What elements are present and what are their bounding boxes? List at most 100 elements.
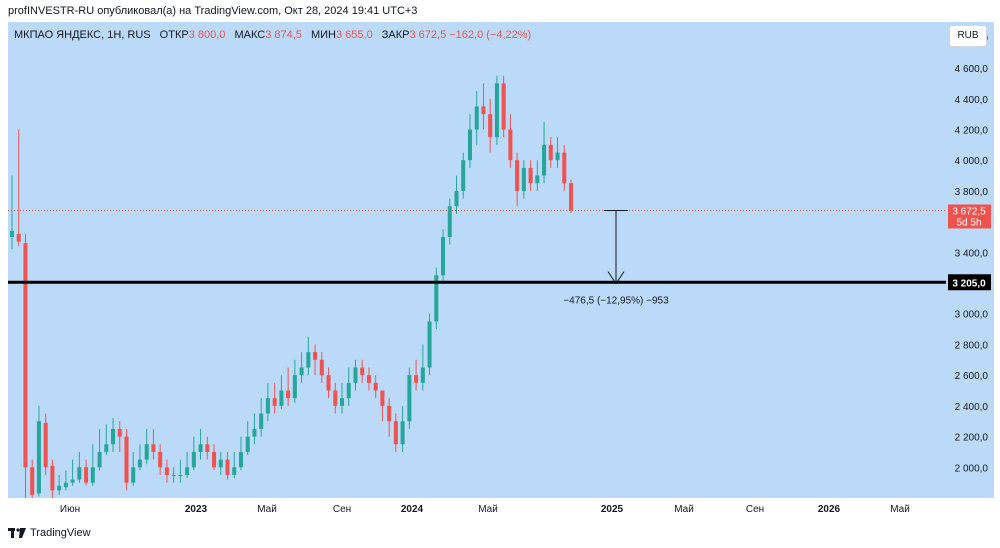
x-tick-label: 2025: [601, 504, 624, 515]
x-tick-label: Май: [257, 504, 277, 515]
symbol-info: МКПАО ЯНДЕКС, 1Н, RUS ОТКР3 800,0 МАКС3 …: [14, 29, 531, 41]
candle-body: [360, 367, 365, 376]
candle-body: [238, 451, 244, 468]
candle-body: [137, 459, 142, 468]
x-tick-label: 2026: [818, 504, 841, 515]
candle-body: [366, 375, 371, 383]
measure-arrow-head: [607, 271, 625, 285]
candle-body: [501, 83, 506, 130]
candle-body: [16, 233, 21, 242]
candle-body: [474, 106, 479, 130]
candle-body: [9, 230, 15, 237]
candle-body: [400, 421, 405, 445]
candle-body: [434, 275, 439, 322]
low-value: 3 655,0: [335, 29, 373, 41]
candle-body: [548, 144, 553, 161]
candle-body: [313, 352, 318, 360]
candle-body: [23, 243, 28, 468]
y-tick-label: 2 200,0: [955, 433, 989, 444]
x-tick-label: Сен: [333, 504, 351, 515]
close-value: 3 672,5: [409, 29, 447, 41]
y-tick-label: 4 600,0: [955, 64, 989, 75]
candle-body: [279, 390, 284, 406]
candle-body: [488, 114, 493, 138]
candle-body: [43, 422, 48, 468]
candle-body: [97, 451, 102, 468]
candle-body: [104, 444, 109, 452]
candle-body: [265, 398, 270, 414]
open-value: 3 800,0: [188, 29, 226, 41]
candle-body: [441, 236, 446, 276]
y-tick-label: 3 800,0: [955, 187, 989, 198]
y-tick-label: 2 600,0: [955, 371, 989, 382]
candle-body: [158, 451, 163, 468]
x-tick-label: Июн: [60, 504, 80, 515]
publisher-header: profINVESTR-RU опубликовал(а) на Trading…: [8, 5, 418, 17]
candle-body: [117, 428, 122, 437]
candle-body: [124, 436, 129, 483]
candle-body: [346, 382, 351, 399]
candle-body: [467, 129, 472, 161]
candle-body: [252, 428, 257, 437]
candle-body: [515, 160, 520, 191]
candle-body: [198, 444, 203, 452]
y-tick-label: 4 200,0: [955, 125, 989, 136]
y-tick-label: 2 000,0: [955, 463, 989, 474]
candle-body: [90, 467, 95, 483]
candle-body: [420, 367, 425, 383]
candle-body: [299, 367, 304, 376]
candle-body: [326, 375, 331, 391]
candle-body: [144, 444, 149, 460]
candle-body: [568, 183, 574, 211]
candle-body: [481, 106, 486, 115]
tradingview-logo-icon: [8, 528, 26, 538]
candle-body: [494, 83, 499, 138]
candle-body: [562, 152, 567, 184]
measure-label: −476,5 (−12,95%) −953: [563, 296, 669, 307]
candle-body: [339, 398, 345, 406]
support-price-badge: [948, 274, 991, 291]
candle-body: [84, 467, 89, 483]
candle-body: [70, 479, 75, 483]
x-tick-label: 2023: [185, 504, 208, 515]
candle-body: [36, 421, 41, 494]
candle-body: [131, 467, 136, 483]
symbol-title: МКПАО ЯНДЕКС, 1Н, RUS: [14, 29, 151, 41]
candle-body: [454, 190, 459, 207]
candle-body: [528, 167, 533, 184]
footer: TradingView: [8, 527, 91, 539]
candle-body: [414, 375, 419, 383]
countdown-label: 5d 5h: [956, 217, 981, 228]
x-tick-label: Сен: [746, 504, 764, 515]
footer-brand: TradingView: [30, 527, 91, 539]
candle-body: [164, 467, 169, 475]
candle-body: [286, 390, 291, 399]
candle-body: [212, 451, 217, 468]
candle-body: [461, 160, 466, 191]
candle-body: [333, 390, 338, 406]
candle-body: [178, 474, 183, 476]
currency-button[interactable]: RUB: [949, 25, 987, 47]
candle-body: [393, 421, 398, 445]
candle-body: [521, 167, 526, 191]
candle-body: [30, 467, 35, 495]
current-price-label: 3 672,5: [952, 206, 986, 217]
candle-body: [380, 390, 385, 406]
candle-body: [555, 152, 560, 161]
candle-body: [306, 352, 311, 368]
y-tick-label: 3 000,0: [955, 310, 989, 321]
candle-body: [353, 367, 358, 383]
candle-body: [447, 206, 452, 237]
current-price-badge: [948, 204, 991, 229]
y-tick-label: 3 400,0: [955, 248, 989, 259]
close-label: ЗАКР: [381, 29, 410, 41]
open-label: ОТКР: [159, 29, 189, 41]
chart-area: [8, 22, 994, 498]
low-label: МИН: [310, 29, 336, 41]
candle-body: [319, 359, 324, 376]
candle-body: [272, 398, 277, 406]
candle-body: [292, 375, 297, 399]
candle-body: [151, 444, 156, 452]
candle-body: [535, 175, 540, 184]
